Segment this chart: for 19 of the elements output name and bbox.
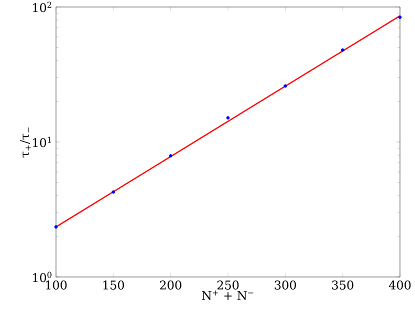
x-tick-label: 400 [388, 280, 411, 290]
y-tick-label: 10$^{1}$ [33, 136, 51, 148]
y-axis-title: τ$_{+}$/τ$_{−}$ [20, 127, 31, 158]
point [398, 16, 402, 19]
x-tick-label: 200 [160, 280, 182, 290]
x-tick-label: 100 [46, 280, 67, 290]
y-tick-label: 10$^{0}$ [33, 272, 52, 282]
x-tick-label: 300 [274, 280, 296, 290]
point [226, 116, 230, 120]
point [284, 84, 288, 88]
x-tick-label: 250 [217, 280, 239, 290]
x-tick-label: 150 [103, 280, 124, 290]
x-axis-title: N$^{+}$ + N$^{−}$ [202, 290, 254, 300]
point [168, 154, 172, 158]
x-tick-label: 350 [332, 280, 354, 290]
point [54, 225, 58, 229]
point [112, 190, 116, 194]
y-tick-label: 10$^{2}$ [33, 2, 52, 12]
point [340, 48, 344, 52]
